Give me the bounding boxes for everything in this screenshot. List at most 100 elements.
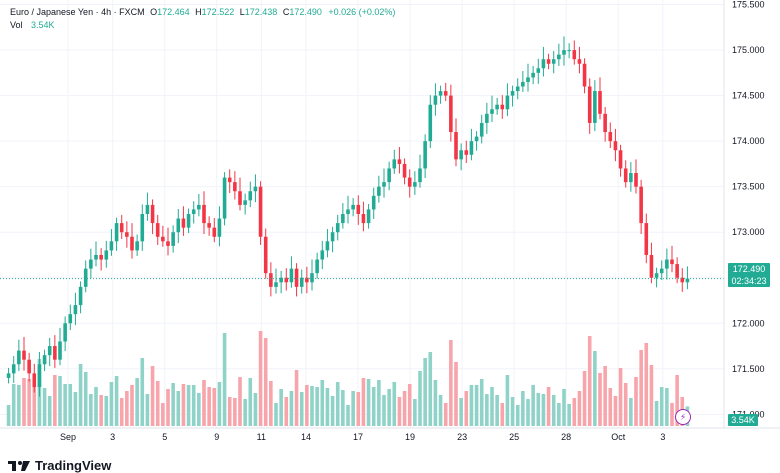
candle-body bbox=[109, 241, 114, 251]
candle-body bbox=[299, 277, 304, 287]
candle-body bbox=[284, 277, 289, 283]
volume-bar bbox=[428, 352, 433, 426]
volume-bar bbox=[341, 390, 345, 426]
volume-bar bbox=[212, 388, 217, 426]
volume-bar bbox=[171, 383, 175, 426]
candle-body bbox=[191, 209, 196, 214]
volume-bar bbox=[551, 395, 556, 426]
volume-bar bbox=[479, 379, 484, 426]
volume-bar bbox=[238, 377, 242, 426]
candle-body bbox=[377, 186, 381, 196]
candle-body bbox=[335, 223, 340, 233]
volume-bar bbox=[598, 373, 602, 426]
symbol-title[interactable]: Euro / Japanese Yen · 4h · FXCM bbox=[10, 7, 145, 17]
candle-body bbox=[294, 268, 299, 287]
candle-body bbox=[680, 277, 685, 283]
volume-bar bbox=[166, 389, 170, 426]
volume-bar bbox=[94, 387, 98, 426]
candle-body bbox=[171, 232, 175, 246]
candle-body bbox=[150, 204, 155, 224]
volume-bar bbox=[114, 376, 119, 426]
volume-bar bbox=[649, 365, 654, 426]
volume-bar bbox=[191, 385, 196, 426]
volume-bar bbox=[335, 382, 340, 426]
candle-body bbox=[490, 109, 494, 114]
volume-bar bbox=[639, 350, 643, 426]
volume-bar bbox=[495, 395, 499, 426]
volume-bar bbox=[413, 399, 417, 426]
low-value: 172.438 bbox=[244, 7, 278, 17]
time-tick-label: 23 bbox=[457, 432, 467, 442]
volume-bar bbox=[11, 384, 16, 426]
lightning-icon[interactable]: ⚡ bbox=[675, 409, 691, 425]
volume-bar bbox=[572, 398, 577, 426]
volume-bar bbox=[541, 394, 546, 426]
candle-body bbox=[639, 186, 643, 224]
candle-body bbox=[222, 177, 227, 219]
volume-bar bbox=[557, 403, 561, 426]
volume-bar bbox=[47, 396, 52, 426]
volume-bar bbox=[145, 394, 150, 426]
candle-body bbox=[644, 223, 649, 255]
candle-body bbox=[356, 204, 361, 214]
candle-body bbox=[83, 268, 88, 287]
volume-bar bbox=[665, 388, 669, 426]
volume-bar bbox=[310, 386, 314, 426]
volume-bar bbox=[459, 398, 463, 426]
candle-body bbox=[582, 63, 587, 87]
candle-body bbox=[78, 286, 83, 306]
candle-body bbox=[125, 232, 129, 237]
candle-body bbox=[551, 59, 556, 64]
volume-bar bbox=[289, 391, 294, 426]
candle-body bbox=[438, 91, 443, 96]
price-tick-label: 175.500 bbox=[732, 0, 765, 10]
volume-bars bbox=[6, 331, 690, 426]
volume-bar bbox=[402, 391, 407, 426]
candle-body bbox=[238, 191, 242, 205]
change-value: +0.026 (+0.02%) bbox=[328, 7, 396, 17]
candle-body bbox=[526, 77, 530, 82]
volume-label: Vol bbox=[10, 20, 23, 30]
candle-body bbox=[608, 132, 613, 142]
volume-bar bbox=[269, 381, 273, 426]
volume-bar bbox=[294, 370, 299, 426]
volume-bar bbox=[675, 375, 679, 426]
volume-bar bbox=[387, 389, 391, 426]
volume-bar bbox=[53, 375, 57, 426]
candle-body bbox=[145, 204, 150, 214]
price-tick-label: 175.000 bbox=[732, 45, 765, 55]
candle-body bbox=[202, 204, 206, 224]
volume-bar bbox=[515, 405, 520, 426]
candle-body bbox=[114, 223, 119, 242]
candle-body bbox=[99, 254, 103, 260]
volume-bar bbox=[233, 398, 237, 426]
tradingview-logo[interactable]: TradingView bbox=[8, 458, 111, 473]
candle-body bbox=[325, 241, 330, 251]
volume-bar bbox=[474, 385, 479, 426]
candle-body bbox=[392, 159, 397, 169]
candle-body bbox=[495, 104, 499, 110]
volume-bar bbox=[366, 379, 371, 426]
volume-bar bbox=[150, 366, 155, 426]
volume-bar bbox=[89, 394, 93, 426]
candle-body bbox=[366, 209, 371, 224]
candle-body bbox=[371, 195, 376, 210]
candle-body bbox=[274, 282, 278, 287]
candle-body bbox=[428, 104, 433, 142]
volume-bar bbox=[284, 397, 289, 426]
candle-body bbox=[253, 186, 258, 192]
volume-bar bbox=[454, 362, 458, 426]
candle-body bbox=[685, 278, 690, 283]
candle-body bbox=[233, 182, 237, 192]
volume-bar bbox=[505, 375, 510, 426]
volume-bar bbox=[186, 385, 191, 426]
volume-bar bbox=[500, 403, 505, 426]
volume-bar bbox=[135, 378, 139, 426]
candle-body bbox=[474, 136, 479, 142]
time-tick-label: 19 bbox=[405, 432, 415, 442]
candle-body bbox=[531, 72, 535, 78]
low-label: L bbox=[239, 7, 245, 17]
candle-body bbox=[587, 86, 592, 123]
candle-body bbox=[207, 223, 211, 228]
